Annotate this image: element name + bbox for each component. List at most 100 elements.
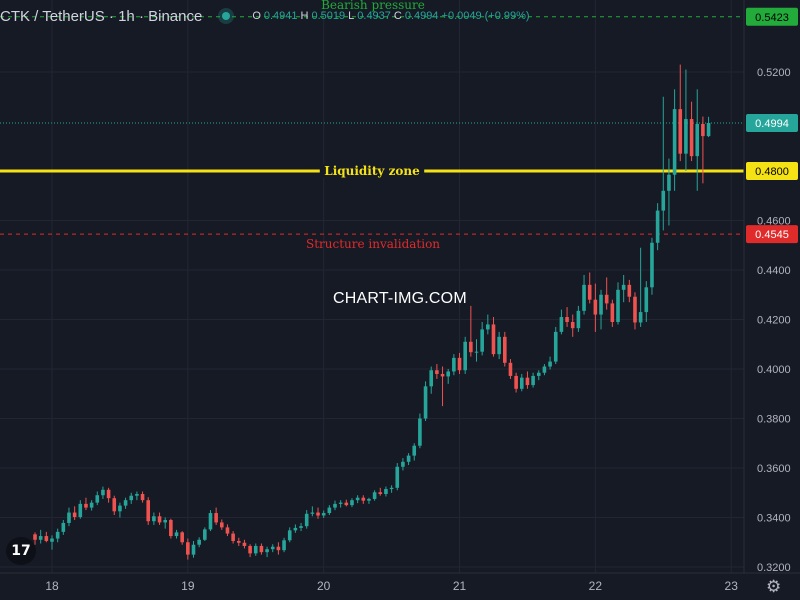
candle-body [667,174,671,191]
candle-body [644,287,649,313]
candle-body [401,461,405,467]
candle-body [123,500,128,506]
price-tag-label: 0.5423 [755,12,789,24]
candle-body [135,493,139,496]
candle-body [106,489,111,499]
candle-body [38,536,43,540]
candle-body [129,495,134,501]
chart-header: CTK / TetherUS · 1h · Binance O 0.4941 H… [0,6,530,26]
candle-body [412,445,417,456]
candle-body [220,522,224,528]
candle-body [282,540,286,551]
y-tick-label: 0.3800 [757,414,791,426]
candle-body [429,370,434,387]
candle-body [463,341,467,371]
watermark: CHART-IMG.COM [333,290,467,307]
candle-body [203,529,207,540]
candle-body [423,386,428,419]
level-label: Structure invalidation [306,237,440,251]
candle-body [542,366,547,373]
y-tick-label: 0.4200 [757,315,791,327]
candle-body [650,242,654,288]
candle-body [174,532,179,537]
candle-body [95,495,100,503]
candle-body [372,492,377,499]
candle-body [435,370,439,374]
candle-body [406,455,411,462]
price-tag-label: 0.4994 [755,118,789,130]
x-tick-label: 22 [589,579,603,593]
candle-body [310,512,315,514]
candle-body [89,502,94,508]
candle-body [236,541,241,543]
candle-body [678,109,683,154]
y-tick-label: 0.3200 [757,562,791,574]
candle-body [350,500,354,506]
candle-body [384,489,388,494]
candle-body [559,317,564,332]
candle-body [242,542,247,546]
candle-body [627,284,632,297]
candle-body [418,418,422,446]
y-tick-label: 0.4000 [757,364,791,376]
candle-body [180,532,184,543]
candle-body [508,362,513,376]
candle-body [72,512,77,518]
candle-body [457,357,462,371]
close-value: 0.4994 [404,10,439,22]
candle-body [253,545,258,554]
x-tick-label: 20 [317,579,331,593]
candle-body [338,502,343,504]
horizontal-levels: Bearish pressure Liquidity zone Structure … [0,0,744,251]
candle-body [33,534,37,540]
tradingview-logo-icon[interactable]: 17 [6,537,36,565]
candle-body [491,324,496,355]
candle-body [565,317,569,322]
candle-body [265,549,269,553]
candle-body [576,310,581,329]
candle-body [321,513,326,516]
change-value: +0.0049 (+0.99%) [441,10,530,22]
candle-body [604,294,609,304]
time-axis: 18 19 20 21 22 23 [0,572,800,593]
open-label: O [252,10,261,22]
candle-body [553,331,558,362]
candle-body [689,119,694,157]
settings-gear-icon[interactable]: ⚙ [766,577,782,596]
candle-body [55,531,60,539]
candles [33,64,711,560]
candle-body [684,119,688,154]
candle-body [486,324,490,330]
candle-body [67,512,71,523]
candle-body [503,336,507,363]
candle-body [327,507,332,514]
y-tick-label: 0.3400 [757,513,791,525]
symbol-title[interactable]: CTK / TetherUS · 1h · Binance [0,7,203,25]
x-tick-label: 18 [45,579,59,593]
candle-body [231,533,235,542]
candle-body [655,210,660,243]
candle-body [616,289,620,322]
candle-body [570,321,575,329]
high-value: 0.5019 [311,10,346,22]
level-label: Bearish pressure [321,0,425,12]
price-tag-label: 0.4800 [755,166,789,178]
high-label: H [300,10,309,22]
ohlc-readout: O 0.4941 H 0.5019 L 0.4937 C 0.4994 +0.0… [252,10,529,22]
candle-body [169,519,173,537]
candle-body [316,512,320,516]
y-tick-label: 0.4400 [757,265,791,277]
candle-body [525,377,530,386]
candle-body [84,503,88,508]
candle-body [344,502,349,506]
candle-body [44,536,49,542]
candle-body [469,341,473,353]
candle-body [293,527,298,531]
level-label-bg [319,164,425,178]
candle-body [497,336,501,355]
candle-body [361,497,366,501]
chart-grid [0,0,744,573]
candle-body [695,123,700,157]
candle-body [276,546,281,551]
